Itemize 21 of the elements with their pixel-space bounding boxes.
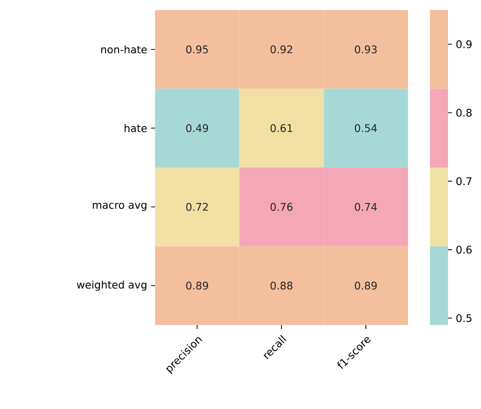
y-tick-label: macro avg	[92, 202, 146, 211]
y-tick-label: hate	[124, 124, 147, 132]
data-label: 0.88	[270, 282, 292, 290]
data-label: 0.93	[354, 45, 377, 54]
color-bar-label: 0.6	[456, 246, 472, 254]
data-label: 0.76	[270, 202, 292, 211]
data-label: 0.95	[186, 45, 208, 54]
data-label: 0.61	[270, 124, 292, 132]
y-tick-label: weighted avg	[76, 280, 146, 291]
data-label: 0.92	[270, 45, 292, 54]
y-tick-label: non-hate	[101, 45, 147, 54]
data-label: 0.54	[354, 124, 377, 132]
data-label: 0.72	[186, 202, 208, 211]
color-bar-label: 0.8	[456, 108, 472, 117]
data-label: 0.49	[186, 124, 208, 132]
data-label: 0.74	[354, 202, 377, 211]
data-label: 0.89	[354, 282, 377, 290]
color-bar-label: 0.7	[456, 177, 472, 186]
color-bar-label: 0.5	[456, 314, 472, 322]
data-label: 0.89	[186, 282, 208, 290]
color-bar-label: 0.9	[456, 40, 472, 48]
